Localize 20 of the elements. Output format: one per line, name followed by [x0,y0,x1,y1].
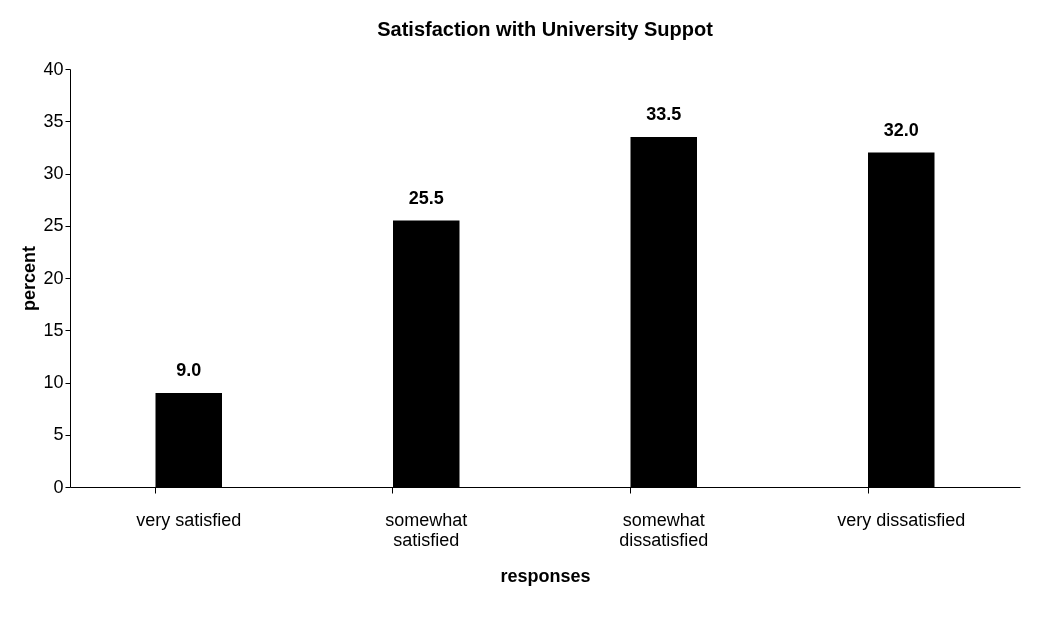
x-tick-label: very satisfied [136,509,242,530]
x-tick-label: very dissatisfied [837,509,966,530]
data-label: 9.0 [176,359,202,380]
x-tick-label: somewhat satisfied [385,509,468,550]
y-tick-label: 5 [53,424,64,445]
y-tick-label: 40 [43,58,64,79]
y-tick-label: 20 [43,267,64,288]
data-label: 33.5 [646,103,682,124]
x-tick-label: somewhat dissatisfied [619,509,709,550]
y-tick-label: 0 [53,476,64,497]
x-axis-title: responses [500,565,591,586]
chart-title: Satisfaction with University Suppot [377,18,714,40]
y-tick-label: 15 [43,319,64,340]
y-tick-label: 35 [43,110,64,131]
y-tick-label: 25 [43,215,64,236]
data-label: 25.5 [408,187,444,208]
y-tick-label: 10 [43,372,64,392]
y-axis-title: percent [19,245,40,312]
data-label: 32.0 [883,119,919,140]
y-tick-label: 30 [43,163,64,183]
